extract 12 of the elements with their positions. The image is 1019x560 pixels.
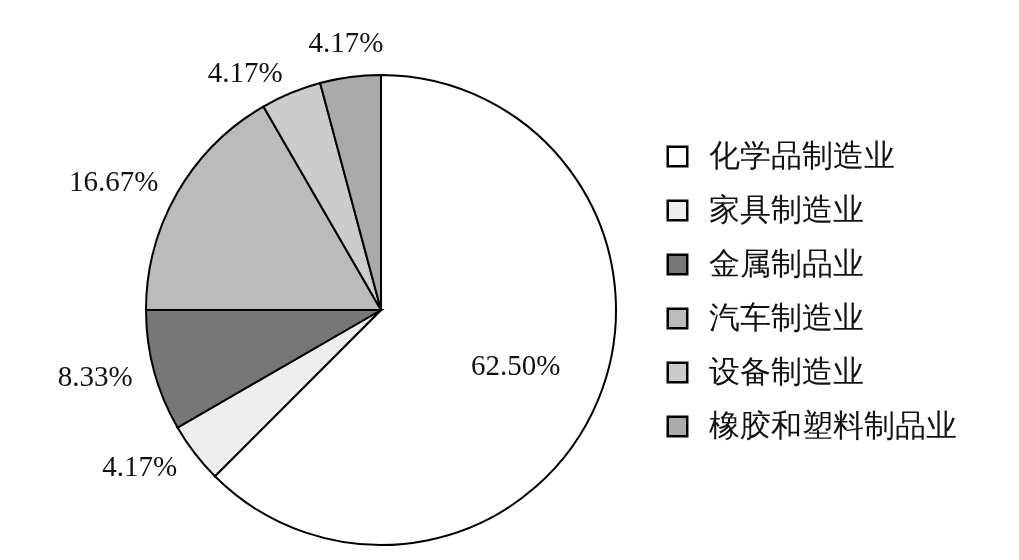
legend-label: 橡胶和塑料制品业 xyxy=(709,407,957,443)
legend-label: 化学品制造业 xyxy=(709,137,895,173)
data-label: 4.17% xyxy=(308,26,384,59)
legend-label: 设备制造业 xyxy=(709,353,864,389)
data-label: 4.17% xyxy=(102,449,178,482)
data-label: 8.33% xyxy=(57,359,133,392)
data-label: 4.17% xyxy=(207,55,283,88)
legend-label: 家具制造业 xyxy=(709,191,864,227)
legend-label: 金属制品业 xyxy=(709,245,864,281)
data-label: 16.67% xyxy=(68,164,159,197)
legend-label: 汽车制造业 xyxy=(709,299,864,335)
data-label: 62.50% xyxy=(470,348,561,381)
